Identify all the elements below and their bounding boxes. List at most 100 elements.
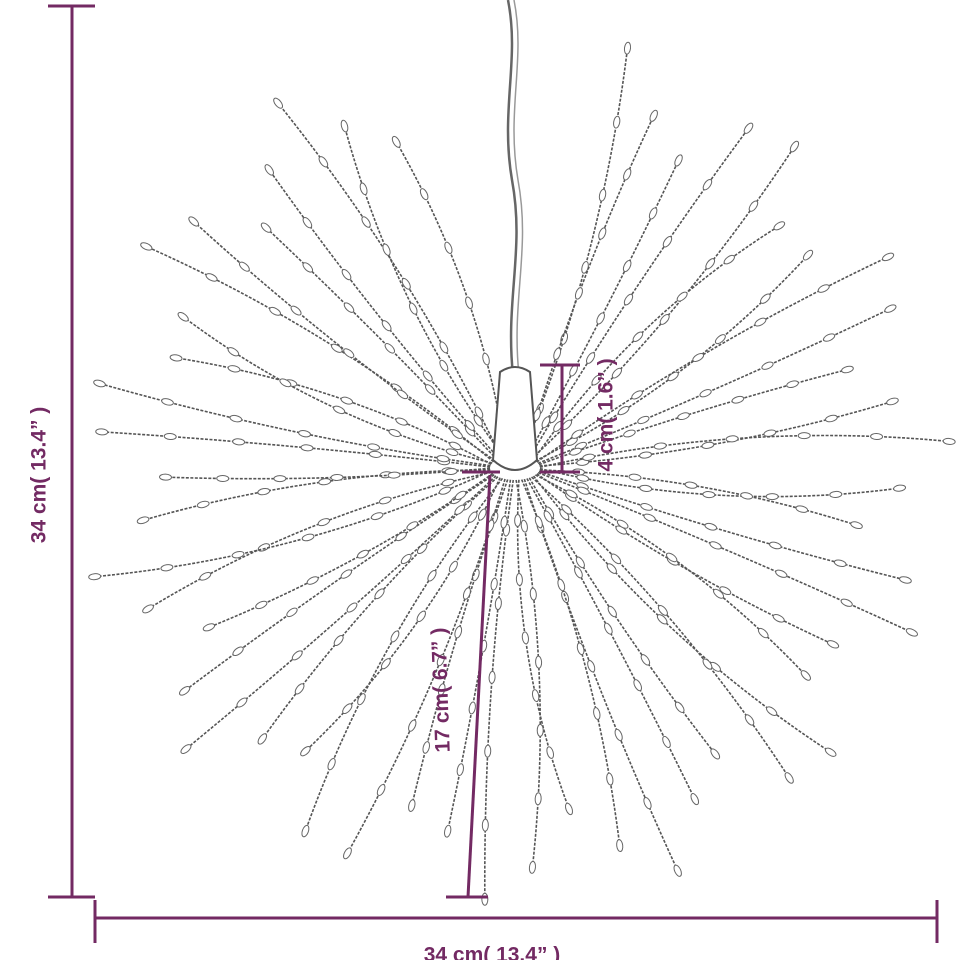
led-bead xyxy=(178,686,191,696)
led-bead xyxy=(616,839,624,853)
led-bead xyxy=(623,41,632,55)
led-bead xyxy=(257,733,268,745)
led-bead xyxy=(824,747,837,757)
led-bead xyxy=(795,505,809,513)
strand xyxy=(411,479,509,806)
led-bead xyxy=(653,442,667,450)
led-bead xyxy=(481,892,489,906)
led-bead xyxy=(775,569,788,578)
strand xyxy=(483,479,515,900)
led-bead xyxy=(300,746,311,757)
led-bead xyxy=(744,714,755,726)
led-bead xyxy=(346,602,358,613)
led-bead xyxy=(639,451,652,459)
led-bead xyxy=(564,802,574,816)
led-bead xyxy=(473,415,483,427)
led-bead xyxy=(205,273,218,282)
led-bead xyxy=(591,374,602,386)
holder xyxy=(491,366,539,471)
led-bead xyxy=(343,847,352,860)
led-bead xyxy=(536,723,544,737)
led-bead xyxy=(388,428,401,438)
led-bead xyxy=(357,693,366,706)
led-bead xyxy=(298,429,311,438)
led-bead xyxy=(623,168,632,181)
width-dimension: 34 cm( 13.4” ) xyxy=(93,900,939,960)
led-bead xyxy=(422,370,433,382)
led-bead xyxy=(617,405,630,416)
led-bead xyxy=(520,519,528,533)
led-bead xyxy=(302,262,314,273)
strand xyxy=(516,479,570,810)
led-bead xyxy=(546,746,555,759)
led-bead xyxy=(396,389,409,400)
led-bead xyxy=(437,683,446,696)
led-bead xyxy=(318,478,332,486)
led-bead xyxy=(427,569,437,582)
led-bead xyxy=(710,748,721,760)
led-bead xyxy=(436,455,450,463)
strand xyxy=(265,227,498,461)
led-bead xyxy=(637,415,650,425)
led-bead xyxy=(343,348,355,359)
led-bead xyxy=(514,513,522,527)
led-bead xyxy=(419,188,429,201)
strand xyxy=(193,220,496,462)
led-bead xyxy=(439,341,449,354)
dimension-line xyxy=(466,474,492,898)
led-bead xyxy=(264,164,275,176)
led-bead xyxy=(529,587,537,601)
strand xyxy=(175,357,492,465)
led-bead xyxy=(702,178,713,191)
led-bead xyxy=(709,541,722,550)
led-bead xyxy=(378,496,392,505)
led-bead xyxy=(490,577,498,591)
led-bead xyxy=(444,824,452,838)
led-bead xyxy=(585,352,596,364)
led-bead xyxy=(482,352,490,366)
led-bead xyxy=(610,553,622,565)
led-bead xyxy=(400,553,412,565)
led-bead xyxy=(534,515,543,529)
strand xyxy=(526,160,680,458)
led-bead xyxy=(748,200,759,212)
led-bead xyxy=(659,313,670,325)
led-bead xyxy=(424,384,436,395)
strand xyxy=(304,477,501,752)
led-bead xyxy=(623,293,634,306)
led-bead xyxy=(438,486,452,495)
led-bead xyxy=(557,578,566,592)
led-bead xyxy=(765,493,779,501)
led-bead xyxy=(448,560,458,573)
led-bead xyxy=(341,268,352,281)
led-bead xyxy=(631,390,643,400)
led-bead xyxy=(93,379,106,388)
led-bead xyxy=(445,448,459,457)
led-bead xyxy=(161,398,174,406)
led-bead xyxy=(598,188,607,202)
led-bead xyxy=(899,576,912,584)
led-bead xyxy=(468,701,476,715)
led-bead xyxy=(797,432,811,440)
led-bead xyxy=(342,703,353,715)
led-bead xyxy=(713,588,725,599)
strand xyxy=(538,470,906,581)
led-bead xyxy=(454,490,467,501)
led-bead xyxy=(515,573,523,587)
led-bead xyxy=(500,515,508,529)
led-bead xyxy=(905,628,918,637)
strand xyxy=(538,368,848,466)
led-bead xyxy=(300,444,314,452)
led-bead xyxy=(441,478,455,487)
led-bead xyxy=(541,416,551,429)
led-bead xyxy=(553,347,562,361)
led-bead xyxy=(673,864,682,877)
led-bead xyxy=(408,719,417,732)
led-bead xyxy=(565,489,578,499)
led-bead xyxy=(701,441,715,449)
led-bead xyxy=(648,207,658,220)
strand xyxy=(537,471,913,634)
led-bead xyxy=(390,630,400,643)
led-bead xyxy=(255,600,268,610)
led-bead xyxy=(870,433,884,441)
